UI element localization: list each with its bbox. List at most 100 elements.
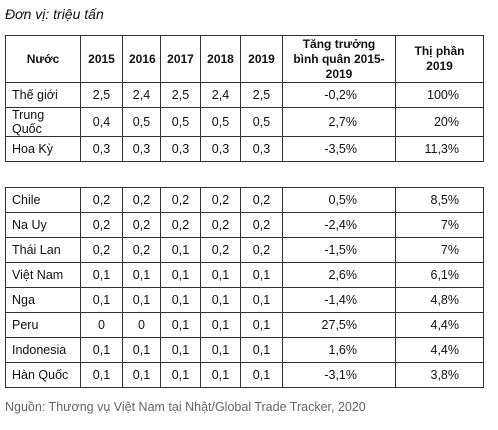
table-cell: 0,1: [122, 287, 161, 313]
table-cell: 0,1: [200, 287, 241, 313]
table-cell: Hàn Quốc: [5, 362, 81, 388]
table-cell: 2,5: [240, 82, 283, 108]
table-cell: 0,1: [200, 362, 241, 388]
table-cell: 0,5%: [282, 187, 396, 213]
table-cell: 0,5: [160, 107, 201, 137]
data-row: Nga 0,1 0,1 0,1 0,1 0,1 -1,4% 4,8%: [5, 287, 484, 313]
table-cell: 20%: [395, 107, 484, 137]
table-cell: Hoa Kỳ: [5, 136, 81, 162]
table-cell: 0,1: [80, 287, 123, 313]
header-cell: 2019: [240, 35, 283, 83]
table-cell: 0,2: [80, 237, 123, 263]
table-cell: 0,1: [240, 362, 283, 388]
table-cell: 0,2: [80, 212, 123, 238]
table-cell: 0,2: [240, 187, 283, 213]
table-cell: 0,2: [200, 187, 241, 213]
header-cell: 2017: [160, 35, 201, 83]
table-cell: 0,2: [200, 212, 241, 238]
data-row: Thái Lan 0,2 0,2 0,1 0,2 0,2 -1,5% 7%: [5, 237, 484, 263]
table-cell: 4,4%: [395, 312, 484, 338]
data-row: Peru 0 0 0,1 0,1 0,1 27,5% 4,4%: [5, 312, 484, 338]
table-cell: 0,2: [122, 237, 161, 263]
table-cell: Thái Lan: [5, 237, 81, 263]
spacer-row: [5, 161, 484, 188]
table-cell: 0,2: [240, 212, 283, 238]
table-cell: Thế giới: [5, 82, 81, 108]
data-row: Chile 0,2 0,2 0,2 0,2 0,2 0,5% 8,5%: [5, 187, 484, 213]
table-cell: Peru: [5, 312, 81, 338]
header-cell: 2018: [200, 35, 241, 83]
table-cell: 2,4: [122, 82, 161, 108]
table-cell: 0,1: [122, 362, 161, 388]
table-cell: 0,1: [160, 262, 201, 288]
data-row: Trung Quốc 0,4 0,5 0,5 0,5 0,5 2,7% 20%: [5, 107, 484, 137]
table-cell: 0,2: [200, 237, 241, 263]
table-cell: 0,1: [160, 362, 201, 388]
table-cell: 0,2: [122, 187, 161, 213]
unit-note: Đơn vị: triệu tấn: [5, 6, 104, 22]
table-cell: 0,5: [200, 107, 241, 137]
table-cell: 0,3: [122, 136, 161, 162]
header-cell: Thị phần 2019: [395, 35, 484, 83]
data-row: Thế giới 2,5 2,4 2,5 2,4 2,5 -0,2% 100%: [5, 82, 484, 108]
table-cell: 0,1: [160, 287, 201, 313]
table-cell: 4,8%: [395, 287, 484, 313]
header-row: Nước 2015 2016 2017 2018 2019 Tăng trưởng bình…: [5, 35, 484, 83]
table-cell: -3,5%: [282, 136, 396, 162]
table-cell: 2,5: [80, 82, 123, 108]
table-cell: 0,1: [122, 337, 161, 363]
table-cell: 2,5: [160, 82, 201, 108]
table-cell: 0,3: [200, 136, 241, 162]
header-cell: 2015: [80, 35, 123, 83]
table-cell: 27,5%: [282, 312, 396, 338]
table-cell: Nga: [5, 287, 81, 313]
table-cell: 0,1: [80, 362, 123, 388]
table-cell: 0,3: [240, 136, 283, 162]
table-cell: 2,4: [200, 82, 241, 108]
table-cell: 7%: [395, 212, 484, 238]
spacer-cell: [5, 161, 484, 188]
data-row: Việt Nam 0,1 0,1 0,1 0,1 0,1 2,6% 6,1%: [5, 262, 484, 288]
source-note: Nguồn: Thương vụ Việt Nam tại Nhật/Globa…: [5, 400, 366, 414]
table-cell: Na Uy: [5, 212, 81, 238]
table-cell: -3,1%: [282, 362, 396, 388]
table-cell: 0,5: [122, 107, 161, 137]
table-cell: 2,7%: [282, 107, 396, 137]
data-row: Hàn Quốc 0,1 0,1 0,1 0,1 0,1 -3,1% 3,8%: [5, 362, 484, 388]
table-cell: 0,1: [240, 337, 283, 363]
table-cell: 0: [80, 312, 123, 338]
data-row: Hoa Kỳ 0,3 0,3 0,3 0,3 0,3 -3,5% 11,3%: [5, 136, 484, 162]
table-cell: 0,2: [160, 212, 201, 238]
table-cell: 2,6%: [282, 262, 396, 288]
table-cell: 0,2: [80, 187, 123, 213]
data-table: Nước 2015 2016 2017 2018 2019 Tăng trưởng bình…: [5, 35, 484, 388]
table-cell: 0,1: [80, 337, 123, 363]
table-cell: 0,1: [160, 337, 201, 363]
table-cell: 0,1: [80, 262, 123, 288]
table-cell: 0,3: [160, 136, 201, 162]
table-cell: 6,1%: [395, 262, 484, 288]
header-cell: Tăng trưởng bình quân 2015-2019: [282, 35, 396, 83]
table-cell: 8,5%: [395, 187, 484, 213]
table-cell: Việt Nam: [5, 262, 81, 288]
table-cell: 0: [122, 312, 161, 338]
table-cell: -2,4%: [282, 212, 396, 238]
table-cell: 0,1: [200, 262, 241, 288]
table-cell: -1,5%: [282, 237, 396, 263]
table-cell: 0,1: [122, 262, 161, 288]
table-cell: 0,4: [80, 107, 123, 137]
table-cell: 3,8%: [395, 362, 484, 388]
data-row: Indonesia 0,1 0,1 0,1 0,1 0,1 1,6% 4,4%: [5, 337, 484, 363]
table-cell: 0,5: [240, 107, 283, 137]
table-cell: Trung Quốc: [5, 107, 81, 137]
table-cell: 0,1: [160, 237, 201, 263]
table-cell: 100%: [395, 82, 484, 108]
table-cell: 0,3: [80, 136, 123, 162]
table-cell: 0,1: [240, 262, 283, 288]
table-cell: 1,6%: [282, 337, 396, 363]
table-cell: 11,3%: [395, 136, 484, 162]
table-cell: -1,4%: [282, 287, 396, 313]
table-cell: 0,1: [200, 337, 241, 363]
table-cell: Chile: [5, 187, 81, 213]
